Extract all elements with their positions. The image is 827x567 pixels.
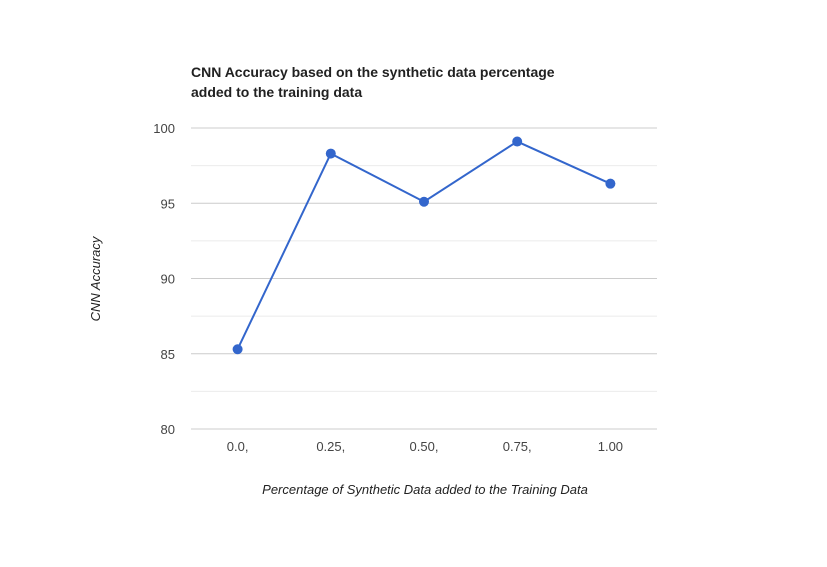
x-axis-title: Percentage of Synthetic Data added to th…: [262, 482, 588, 497]
y-axis-ticks: 80 85 90 95 100: [153, 121, 175, 437]
y-tick-label: 80: [161, 422, 175, 437]
x-tick-label: 0.25,: [316, 439, 345, 454]
data-point: [605, 178, 616, 189]
data-series: [232, 136, 616, 355]
data-point: [325, 148, 336, 159]
chart-title-line-2: added to the training data: [191, 84, 362, 100]
y-tick-label: 100: [153, 121, 175, 136]
y-tick-label: 90: [161, 272, 175, 287]
gridlines: [191, 127, 657, 430]
y-tick-label: 85: [161, 347, 175, 362]
series-line: [236, 140, 611, 350]
y-tick-label: 95: [161, 196, 175, 211]
data-point: [232, 344, 243, 355]
chart-title-line-1: CNN Accuracy based on the synthetic data…: [191, 64, 555, 80]
x-tick-label: 1.00: [598, 439, 623, 454]
chart-title: CNN Accuracy based on the synthetic data…: [191, 64, 555, 100]
x-axis-ticks: 0.0, 0.25, 0.50, 0.75, 1.00: [227, 439, 623, 454]
data-point: [419, 196, 429, 207]
y-axis-title: CNN Accuracy: [88, 235, 103, 321]
x-tick-label: 0.0,: [227, 439, 249, 454]
x-tick-label: 0.50,: [410, 439, 439, 454]
data-point: [512, 136, 523, 147]
x-tick-label: 0.75,: [503, 439, 532, 454]
